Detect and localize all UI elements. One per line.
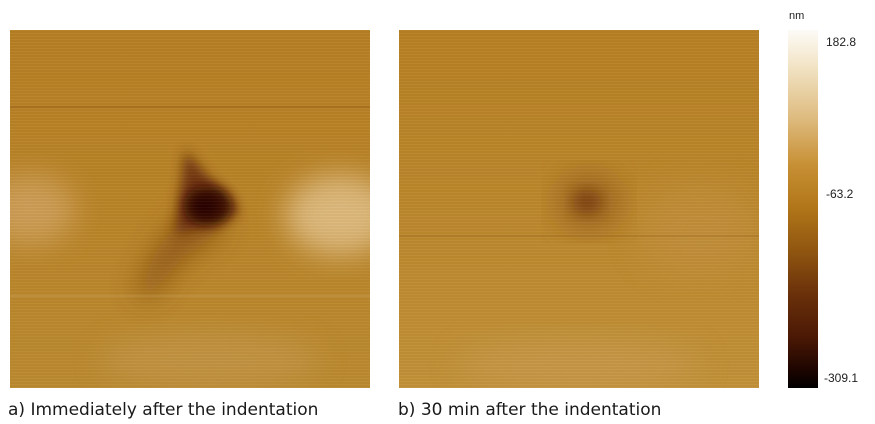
afm-height-map-a	[10, 30, 370, 388]
afm-image-30min	[399, 30, 759, 388]
colorbar-max-label: 182.8	[826, 35, 857, 49]
height-colorbar	[788, 30, 818, 388]
caption-30min: b) 30 min after the indentation	[398, 400, 662, 420]
colorbar-unit-label: nm	[789, 10, 805, 22]
colorbar-min-label: -309.1	[824, 371, 859, 385]
caption-immediate: a) Immediately after the indentation	[8, 400, 319, 420]
colorbar-mid-label: -63.2	[826, 187, 854, 201]
afm-image-immediate	[10, 30, 370, 388]
afm-height-map-b	[399, 30, 759, 388]
